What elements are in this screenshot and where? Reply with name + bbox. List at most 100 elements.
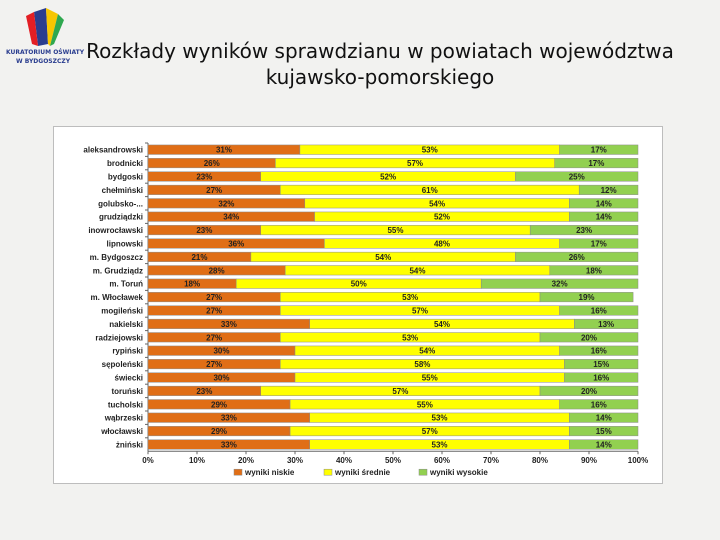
data-label: 27% <box>206 333 222 342</box>
x-tick-label: 40% <box>336 456 352 465</box>
data-label: 14% <box>596 441 612 450</box>
data-label: 15% <box>593 360 609 369</box>
category-label: lipnowski <box>107 240 143 249</box>
data-label: 27% <box>206 186 222 195</box>
bar-segment-wyniki-wysokie <box>554 158 639 169</box>
category-label: radziejowski <box>95 333 143 342</box>
bar-segment-wyniki-wysokie <box>529 225 639 236</box>
data-label: 23% <box>196 173 212 182</box>
bar-segment-wyniki-wysokie <box>574 318 639 329</box>
data-label: 27% <box>206 293 222 302</box>
data-label: 17% <box>588 159 604 168</box>
category-label: bydgoski <box>108 173 143 182</box>
data-label: 58% <box>414 360 430 369</box>
bar-segment-wyniki-wysokie <box>539 332 639 343</box>
data-label: 52% <box>380 173 396 182</box>
data-label: 16% <box>593 374 609 383</box>
data-label: 53% <box>402 333 418 342</box>
legend-swatch <box>233 468 243 476</box>
category-label: rypiński <box>112 347 143 356</box>
legend-label: wyniki niskie <box>244 468 295 477</box>
bar-segment-wyniki-wysokie <box>480 278 639 289</box>
category-label: grudziądzki <box>99 213 143 222</box>
data-label: 16% <box>591 307 607 316</box>
kuratorium-logo <box>4 4 80 80</box>
data-label: 14% <box>596 213 612 222</box>
bar-segment-wyniki-wysokie <box>559 144 639 155</box>
bar-segment-wyniki-wysokie <box>539 385 639 396</box>
category-label: m. Bydgoszcz <box>90 253 143 262</box>
category-label: inowrocławski <box>88 226 143 235</box>
data-label: 54% <box>419 347 435 356</box>
category-label: świecki <box>115 374 143 383</box>
data-label: 54% <box>409 266 425 275</box>
data-label: 18% <box>184 280 200 289</box>
data-label: 26% <box>204 159 220 168</box>
data-label: 29% <box>211 427 227 436</box>
category-label: wąbrzeski <box>104 414 143 423</box>
data-label: 36% <box>228 240 244 249</box>
category-label: żniński <box>116 441 143 450</box>
category-label: sępoleński <box>102 360 143 369</box>
data-label: 30% <box>213 347 229 356</box>
x-tick-label: 90% <box>581 456 597 465</box>
category-label: nakielski <box>109 320 143 329</box>
data-label: 19% <box>579 293 595 302</box>
category-label: m. Grudziądz <box>93 266 143 275</box>
x-tick-label: 0% <box>142 456 154 465</box>
data-label: 18% <box>586 266 602 275</box>
data-label: 32% <box>218 199 234 208</box>
chart-frame: aleksandrowski 31% 53% 17% brodnicki 26% 57% 17… <box>53 126 663 484</box>
data-label: 15% <box>596 427 612 436</box>
data-label: 55% <box>417 400 433 409</box>
data-label: 16% <box>591 400 607 409</box>
data-label: 33% <box>221 441 237 450</box>
data-label: 32% <box>552 280 568 289</box>
category-label: toruński <box>111 387 143 396</box>
bar-segment-wyniki-wysokie <box>539 292 634 303</box>
data-label: 17% <box>591 146 607 155</box>
category-label: mogileński <box>101 307 143 316</box>
data-label: 55% <box>422 374 438 383</box>
legend-label: wyniki wysokie <box>429 468 488 477</box>
bar-segment-wyniki-wysokie <box>564 359 639 370</box>
bar-segment-wyniki-wysokie <box>569 211 639 222</box>
data-label: 33% <box>221 320 237 329</box>
x-tick-label: 70% <box>483 456 499 465</box>
bar-segment-wyniki-wysokie <box>559 238 639 249</box>
category-label: tucholski <box>108 400 143 409</box>
data-label: 12% <box>601 186 617 195</box>
data-label: 53% <box>402 293 418 302</box>
data-label: 55% <box>387 226 403 235</box>
data-label: 54% <box>429 199 445 208</box>
bar-segment-wyniki-wysokie <box>559 345 639 356</box>
data-label: 57% <box>407 159 423 168</box>
x-tick-label: 30% <box>287 456 303 465</box>
bar-segment-wyniki-wysokie <box>549 265 639 276</box>
data-label: 14% <box>596 199 612 208</box>
data-label: 50% <box>351 280 367 289</box>
bar-segment-wyniki-wysokie <box>569 439 639 450</box>
page-title-line2: kujawsko-pomorskiego <box>265 65 495 89</box>
bar-segment-wyniki-wysokie <box>515 251 639 262</box>
data-label: 23% <box>576 226 592 235</box>
data-label: 23% <box>196 387 212 396</box>
data-label: 57% <box>412 307 428 316</box>
data-label: 53% <box>432 414 448 423</box>
data-label: 54% <box>375 253 391 262</box>
x-tick-label: 100% <box>628 456 648 465</box>
bar-segment-wyniki-wysokie <box>569 426 639 437</box>
data-label: 16% <box>591 347 607 356</box>
legend-swatch <box>323 468 333 476</box>
x-tick-label: 10% <box>189 456 205 465</box>
data-label: 53% <box>432 441 448 450</box>
data-label: 14% <box>596 414 612 423</box>
data-label: 57% <box>422 427 438 436</box>
data-label: 57% <box>392 387 408 396</box>
category-label: m. Włocławek <box>91 293 144 302</box>
bar-segment-wyniki-wysokie <box>559 399 639 410</box>
data-label: 54% <box>434 320 450 329</box>
legend-label: wyniki średnie <box>334 468 391 477</box>
x-tick-label: 20% <box>238 456 254 465</box>
logo-text: KURATORIUM OŚWIATY W BYDGOSZCZY <box>6 48 84 66</box>
